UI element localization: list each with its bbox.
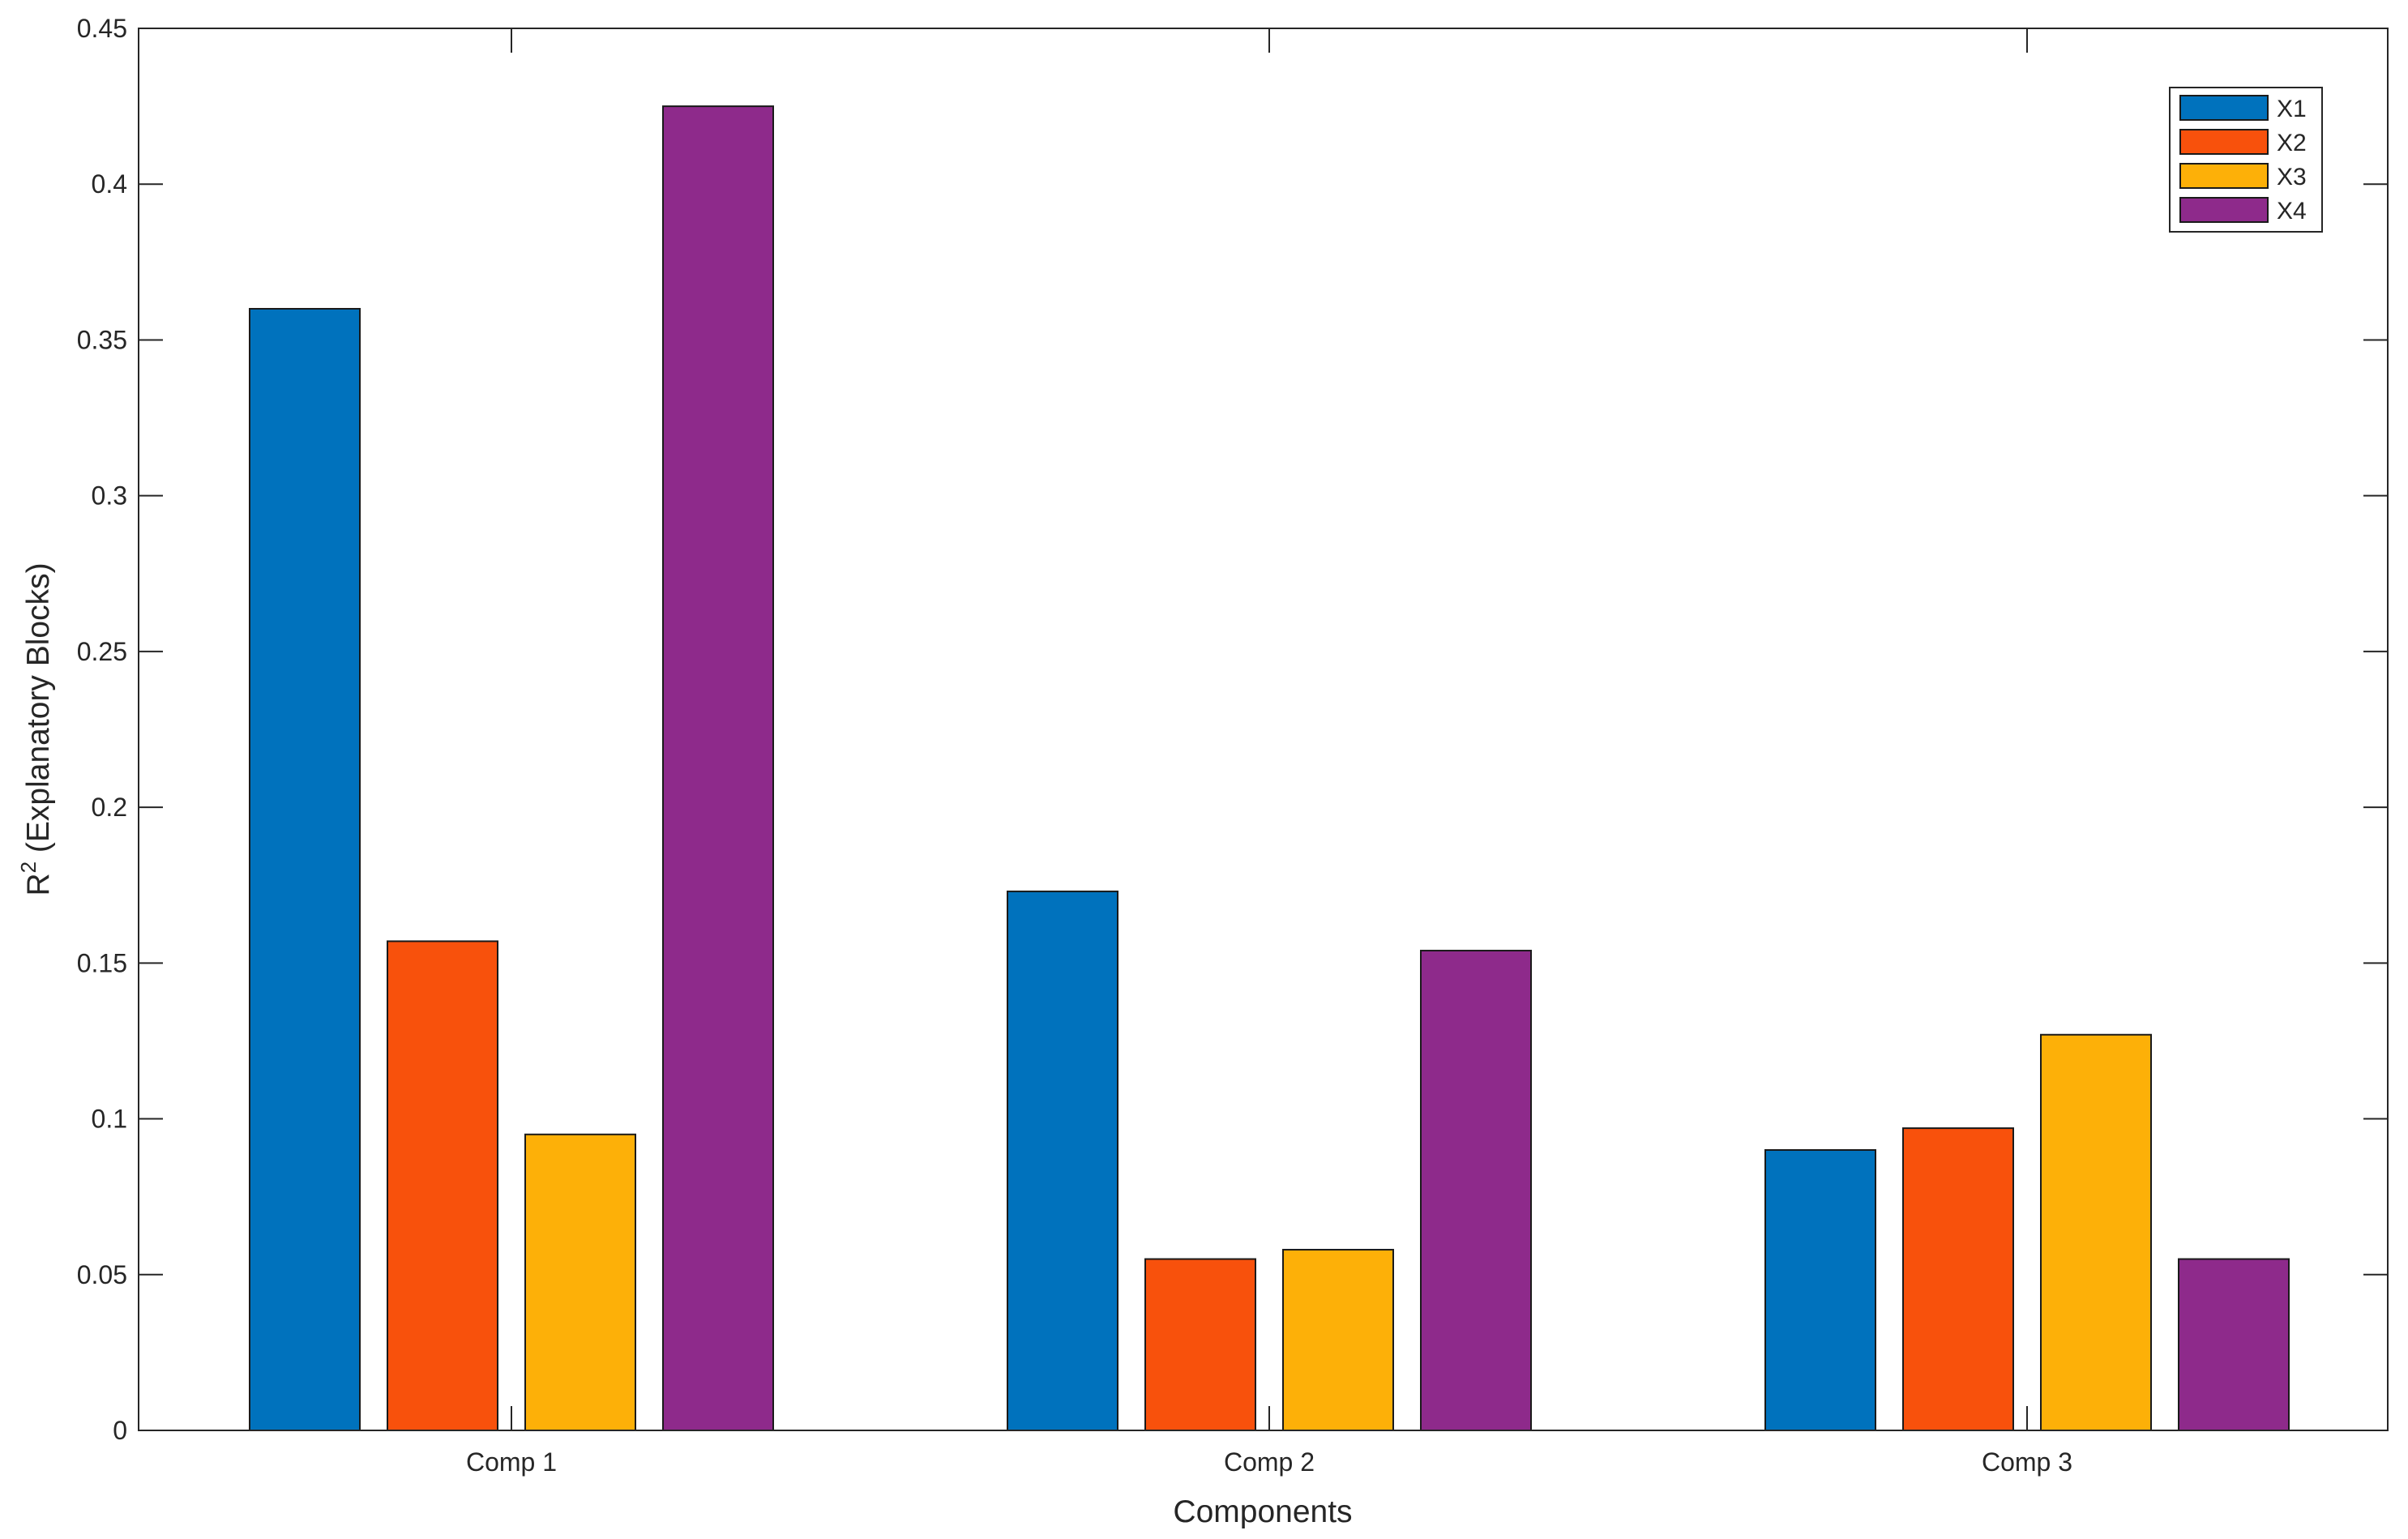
y-tick-label: 0.15 bbox=[77, 948, 127, 977]
bar-x3-comp-3 bbox=[2040, 1033, 2152, 1432]
y-tick-label: 0.3 bbox=[92, 481, 127, 511]
bar-x4-comp-2 bbox=[1420, 949, 1532, 1431]
bar-x3-comp-1 bbox=[524, 1133, 636, 1432]
bar-x4-comp-1 bbox=[662, 105, 774, 1432]
y-tick-labels: 0 0.05 0.1 0.15 0.2 0.25 0.3 0.35 0.4 0.45 bbox=[77, 14, 127, 1445]
x-tick-label: Comp 3 bbox=[1982, 1447, 2072, 1477]
legend-swatch-x3 bbox=[2179, 163, 2269, 189]
y-axis-label-rest: (Explanatory Blocks) bbox=[21, 562, 56, 861]
legend-label-x4: X4 bbox=[2277, 198, 2307, 224]
bar-x1-comp-1 bbox=[249, 308, 361, 1431]
x-tick-label: Comp 2 bbox=[1224, 1447, 1315, 1477]
y-tick-label: 0.05 bbox=[77, 1260, 127, 1289]
y-tick-label: 0.1 bbox=[92, 1105, 127, 1134]
y-tick-label: 0.2 bbox=[92, 793, 127, 822]
y-axis-label-main: R bbox=[21, 873, 56, 896]
legend-label-x2: X2 bbox=[2277, 130, 2307, 156]
legend-label-x3: X3 bbox=[2277, 164, 2307, 190]
legend-swatch-x2 bbox=[2179, 129, 2269, 155]
legend-swatch-x4 bbox=[2179, 197, 2269, 223]
bar-x1-comp-2 bbox=[1007, 890, 1118, 1431]
bars-layer bbox=[249, 105, 2290, 1432]
y-tick-label: 0.45 bbox=[77, 14, 127, 43]
legend-label-x1: X1 bbox=[2277, 96, 2307, 122]
bar-x3-comp-2 bbox=[1282, 1249, 1394, 1431]
y-tick-label: 0.4 bbox=[92, 169, 127, 199]
bar-x4-comp-3 bbox=[2178, 1258, 2290, 1431]
y-axis-label-superscript: 2 bbox=[16, 861, 41, 873]
bar-x1-comp-3 bbox=[1764, 1149, 1876, 1431]
y-tick-label: 0.35 bbox=[77, 325, 127, 354]
bar-x2-comp-1 bbox=[387, 940, 498, 1431]
legend: X1 X2 X3 X4 bbox=[2169, 87, 2323, 233]
y-tick-label: 0.25 bbox=[77, 637, 127, 666]
plot-frame bbox=[138, 28, 2389, 1431]
y-tick-label: 0 bbox=[113, 1416, 127, 1445]
x-tick-labels: Comp 1 Comp 2 Comp 3 bbox=[466, 1447, 2072, 1477]
y-axis-label: R2 (Explanatory Blocks) bbox=[16, 562, 56, 896]
bar-x2-comp-3 bbox=[1902, 1127, 2014, 1431]
legend-swatch-x1 bbox=[2179, 95, 2269, 121]
x-tick-label: Comp 1 bbox=[466, 1447, 557, 1477]
bar-x2-comp-2 bbox=[1144, 1258, 1256, 1431]
x-axis-label: Components bbox=[1173, 1494, 1352, 1529]
